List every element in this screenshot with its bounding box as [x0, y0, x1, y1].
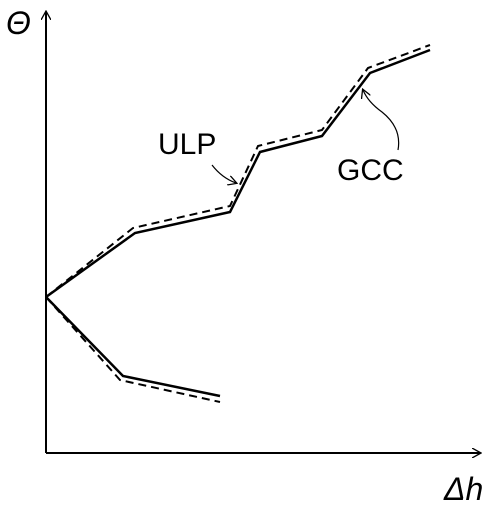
gcc-curve [45, 48, 431, 299]
ulp-label: ULP [158, 128, 216, 161]
gcc-lower-curve [45, 296, 221, 398]
gcc-pointer [363, 90, 400, 151]
gcc-label: GCC [337, 154, 404, 187]
y-axis-label: Θ [6, 5, 31, 41]
x-axis-label: Δh [443, 471, 483, 506]
ulp-lower-curve [45, 296, 221, 403]
ulp-curve [45, 44, 431, 298]
ulp-pointer [211, 164, 236, 183]
